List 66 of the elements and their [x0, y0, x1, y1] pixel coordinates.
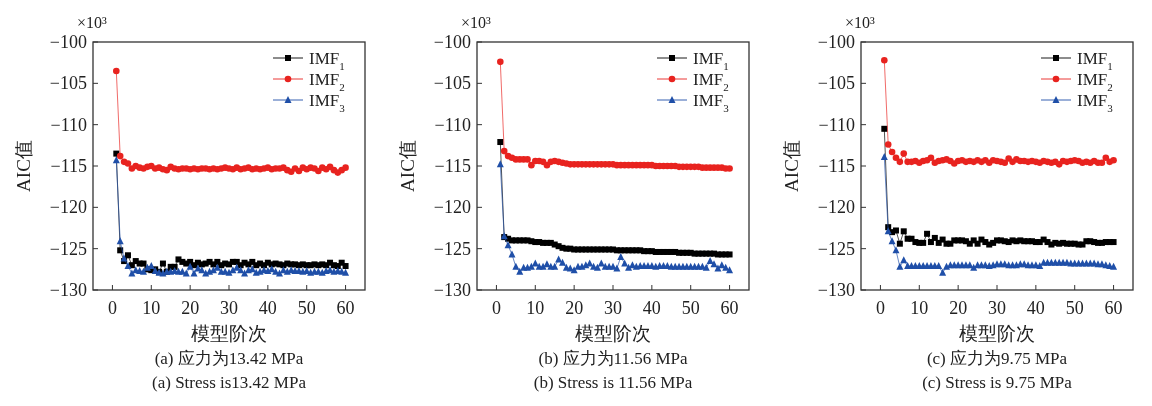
y-tick-label: −100	[49, 32, 87, 52]
y-tick-label: −125	[817, 238, 855, 259]
x-tick-label: 40	[642, 298, 661, 318]
y-tick-label: −105	[817, 73, 855, 94]
y-tick-label: −110	[434, 114, 471, 135]
y-tick-label: −125	[49, 238, 87, 259]
text: ×10³	[77, 14, 108, 31]
y-tick-label: −110	[818, 114, 855, 135]
x-tick-label: 50	[681, 298, 700, 318]
text: (b) 应力为11.56 MPa	[538, 349, 688, 368]
x-tick-label: 10	[526, 298, 545, 318]
x-tick-label: 60	[1104, 298, 1123, 318]
x-tick-label: 10	[910, 298, 929, 318]
x-axis-title: 模型阶次	[191, 323, 267, 344]
x-tick-label: 10	[142, 298, 161, 318]
text: ×10³	[461, 14, 492, 31]
x-tick-label: 0	[107, 298, 117, 318]
text: (b) Stress is 11.56 MPa	[533, 373, 693, 392]
x-axis-title: 模型阶次	[575, 323, 651, 344]
y-tick-label: −130	[817, 280, 855, 300]
y-tick-label: −130	[433, 280, 471, 300]
y-tick-label: −110	[50, 114, 87, 135]
y-tick-label: −120	[433, 197, 471, 218]
x-tick-label: 20	[565, 298, 584, 318]
y-axis-title: AIC值	[397, 140, 418, 192]
y-tick-label: −120	[817, 197, 855, 218]
text: (c) 应力为9.75 MPa	[926, 349, 1068, 368]
y-tick-label: −115	[818, 156, 855, 176]
legend-label: IMF$_{1}$	[309, 49, 345, 72]
x-tick-label: 30	[220, 298, 238, 318]
y-tick-label: −120	[49, 197, 87, 218]
y-axis-title: AIC值	[781, 140, 802, 192]
legend-label: IMF$_{3}$	[309, 91, 346, 114]
legend-label: IMF$_{3}$	[1077, 91, 1114, 114]
x-tick-label: 40	[258, 298, 277, 318]
legend-label: IMF$_{3}$	[693, 91, 730, 114]
legend-label: IMF$_{2}$	[1077, 70, 1113, 93]
x-tick-label: 50	[297, 298, 316, 318]
text: (c) Stress is 9.75 MPa	[922, 373, 1073, 392]
x-tick-label: 30	[604, 298, 622, 318]
y-tick-label: −105	[49, 73, 87, 94]
x-tick-label: 40	[1026, 298, 1045, 318]
x-tick-label: 30	[988, 298, 1006, 318]
legend-label: IMF$_{1}$	[1077, 49, 1113, 72]
legend-label: IMF$_{2}$	[309, 70, 345, 93]
text: ×10³	[845, 14, 876, 31]
y-tick-label: −130	[49, 280, 87, 300]
x-tick-label: 20	[949, 298, 968, 318]
x-tick-label: 0	[875, 298, 885, 318]
x-axis-title: 模型阶次	[959, 323, 1035, 344]
y-tick-label: −125	[433, 238, 471, 259]
legend-label: IMF$_{1}$	[693, 49, 729, 72]
x-tick-label: 60	[720, 298, 739, 318]
y-tick-label: −100	[817, 32, 855, 52]
legend-label: IMF$_{2}$	[693, 70, 729, 93]
x-tick-label: 50	[1065, 298, 1084, 318]
y-tick-label: −115	[50, 156, 87, 176]
y-tick-label: −100	[433, 32, 471, 52]
x-tick-label: 60	[336, 298, 355, 318]
x-tick-label: 20	[181, 298, 200, 318]
text: (a) 应力为13.42 MPa	[154, 349, 304, 368]
x-tick-label: 0	[491, 298, 501, 318]
y-tick-label: −115	[434, 156, 471, 176]
text: (a) Stress is13.42 MPa	[152, 373, 307, 392]
y-tick-label: −105	[433, 73, 471, 94]
y-axis-title: AIC值	[13, 140, 34, 192]
